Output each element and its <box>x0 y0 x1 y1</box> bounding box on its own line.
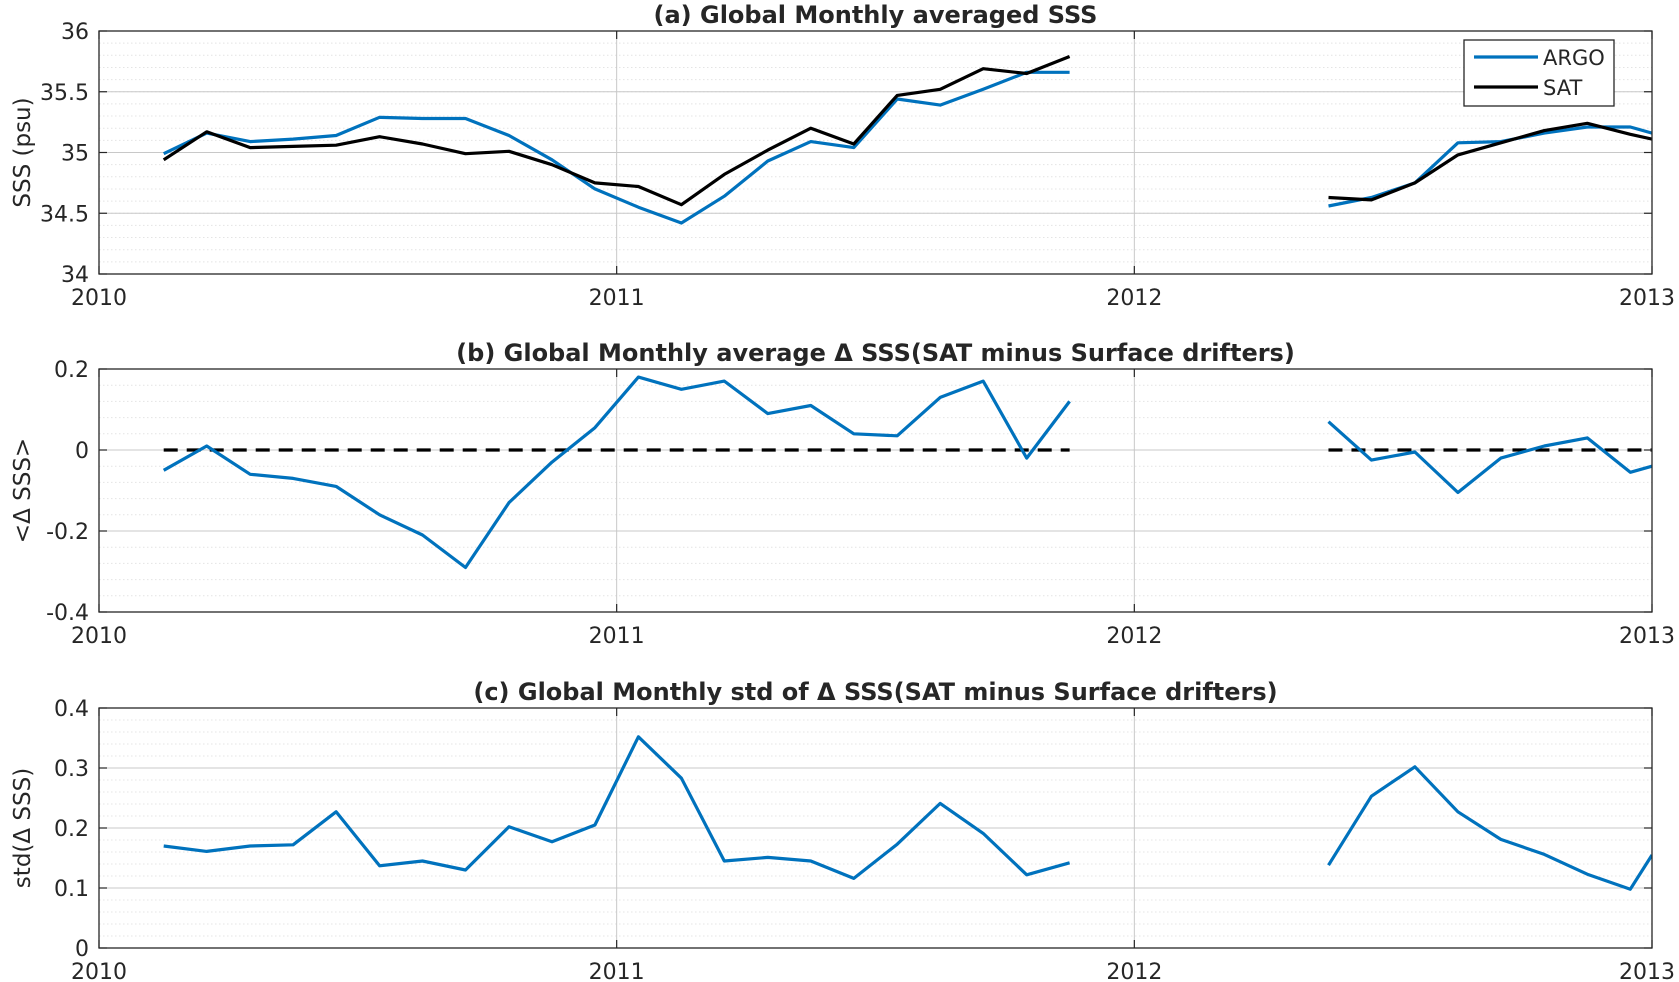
y-tick-label: 0.4 <box>54 697 89 722</box>
y-tick-label: 36 <box>61 20 89 45</box>
axes-box <box>98 368 1653 613</box>
argo-line <box>1328 125 1652 208</box>
legend-box <box>1463 39 1615 107</box>
series-line <box>1327 420 1652 495</box>
y-tick-label: 0 <box>75 937 89 962</box>
x-tick-label: 2010 <box>71 960 127 982</box>
x-tick-label: 2011 <box>589 624 645 649</box>
y-tick-label: 0.3 <box>54 757 89 782</box>
y-tick-label: 34 <box>61 263 89 288</box>
argo-line <box>163 70 1070 225</box>
panel-a: 34 34.5 35 35.5 36 2010 2011 2012 2013 (a) Global… <box>10 1 1675 311</box>
x-tick-label: 2013 <box>1619 286 1675 311</box>
y-tick-label: -0.4 <box>46 601 89 626</box>
y-axis-label: std(Δ SSS) <box>10 768 36 888</box>
x-tick-label: 2011 <box>589 286 645 311</box>
legend: ARGO SAT <box>1463 39 1615 107</box>
y-tick-label: -0.2 <box>46 520 89 545</box>
legend-label-sat: SAT <box>1543 76 1582 100</box>
y-axis-label: SSS (psu) <box>10 97 36 207</box>
panel-c: 0 0.1 0.2 0.3 0.4 2010 2011 2012 2013 (c) Global … <box>10 678 1675 982</box>
y-tick-label: 0.2 <box>54 358 89 383</box>
legend-label-argo: ARGO <box>1543 46 1605 70</box>
chart-title: (c) Global Monthly std of Δ SSS(SAT minu… <box>473 678 1277 706</box>
x-tick-label: 2012 <box>1106 624 1162 649</box>
x-tick-label: 2013 <box>1619 624 1675 649</box>
y-tick-label: 35.5 <box>40 81 89 106</box>
series-line <box>162 375 1071 570</box>
series-line <box>163 735 1071 881</box>
y-tick-label: 0.2 <box>54 817 89 842</box>
y-tick-label: 0 <box>75 439 89 464</box>
sat-line <box>162 55 1071 207</box>
x-tick-label: 2012 <box>1106 286 1162 311</box>
panel-b: -0.4 -0.2 0 0.2 2010 2011 2012 2013 (b) Global M… <box>10 339 1675 649</box>
y-tick-label: 35 <box>61 142 89 167</box>
sat-line <box>1328 121 1652 202</box>
series-line <box>1327 765 1652 891</box>
x-tick-label: 2012 <box>1106 960 1162 982</box>
x-tick-label: 2011 <box>589 960 645 982</box>
y-tick-label: 0.1 <box>54 877 89 902</box>
chart-title: (a) Global Monthly averaged SSS <box>654 1 1098 29</box>
x-tick-label: 2010 <box>71 286 127 311</box>
x-tick-label: 2010 <box>71 624 127 649</box>
y-axis-label: <Δ SSS> <box>10 438 36 543</box>
x-tick-label: 2013 <box>1619 960 1675 982</box>
y-tick-label: 34.5 <box>40 202 89 227</box>
chart-title: (b) Global Monthly average Δ SSS(SAT min… <box>456 339 1295 367</box>
